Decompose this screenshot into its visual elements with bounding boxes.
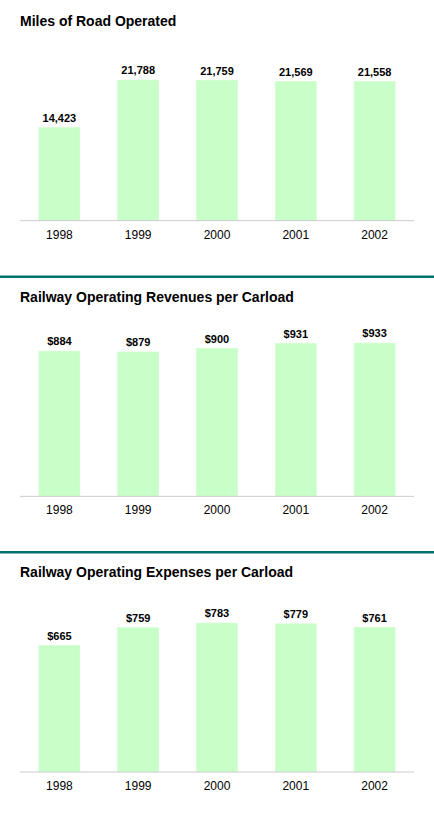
- chart: Railway Operating Revenues per Carload $8…: [0, 277, 434, 518]
- bars: [39, 623, 395, 772]
- chart: Railway Operating Expenses per Carload $6…: [0, 552, 434, 793]
- bar: [39, 351, 80, 496]
- x-tick-label: 2000: [204, 779, 231, 793]
- title: Railway Operating Revenues per Carload: [20, 289, 294, 305]
- bar: [275, 343, 316, 496]
- data-label: 21,569: [279, 66, 313, 78]
- data-label: $900: [205, 333, 229, 345]
- divider: [0, 275, 434, 278]
- bar: [354, 343, 395, 496]
- bar: [275, 624, 316, 772]
- data-label: 21,788: [121, 64, 155, 76]
- x-tick-label: 2000: [204, 503, 231, 517]
- x-tick-label: 2001: [282, 228, 309, 242]
- title: Miles of Road Operated: [20, 13, 176, 29]
- data-label: $879: [126, 336, 150, 348]
- x-tick-label: 1998: [46, 228, 73, 242]
- x-tick-label: 2001: [282, 779, 309, 793]
- x-axis-line: [20, 496, 414, 497]
- bar: [354, 82, 395, 221]
- bar: [354, 627, 395, 772]
- data-label: $931: [284, 328, 308, 340]
- x-tick-label: 1999: [125, 228, 152, 242]
- data-label: $761: [362, 612, 386, 624]
- data-label: $779: [284, 608, 308, 620]
- data-label: 14,423: [43, 112, 77, 124]
- x-tick-label: 2002: [361, 228, 388, 242]
- bar: [39, 128, 80, 221]
- bars: [39, 343, 395, 496]
- divider: [0, 551, 434, 554]
- figure: Miles of Road Operated 14,423 21,788 21,759…: [0, 0, 434, 827]
- data-label: $665: [47, 630, 71, 642]
- x-tick-label: 2002: [361, 503, 388, 517]
- title: Railway Operating Expenses per Carload: [20, 564, 293, 580]
- x-tick-label: 2002: [361, 779, 388, 793]
- data-label: 21,759: [200, 65, 234, 77]
- bar: [275, 81, 316, 220]
- bar: [118, 80, 159, 221]
- data-label: 21,558: [358, 66, 392, 78]
- bar: [118, 628, 159, 772]
- data-label: $783: [205, 607, 229, 619]
- x-tick-label: 1999: [125, 503, 152, 517]
- x-tick-label: 2001: [282, 503, 309, 517]
- data-label: $933: [362, 327, 386, 339]
- data-label: $884: [47, 335, 72, 347]
- chart: Miles of Road Operated 14,423 21,788 21,759…: [20, 13, 414, 242]
- bar: [197, 80, 238, 220]
- x-tick-label: 1998: [46, 779, 73, 793]
- x-tick-label: 1998: [46, 503, 73, 517]
- x-tick-label: 1999: [125, 779, 152, 793]
- bar: [39, 646, 80, 772]
- bars: [39, 80, 395, 221]
- bar: [197, 623, 238, 772]
- x-axis-line: [20, 220, 414, 221]
- x-axis-line: [20, 772, 414, 773]
- bar: [197, 349, 238, 497]
- x-tick-label: 2000: [204, 228, 231, 242]
- bar: [118, 352, 159, 496]
- data-label: $759: [126, 612, 150, 624]
